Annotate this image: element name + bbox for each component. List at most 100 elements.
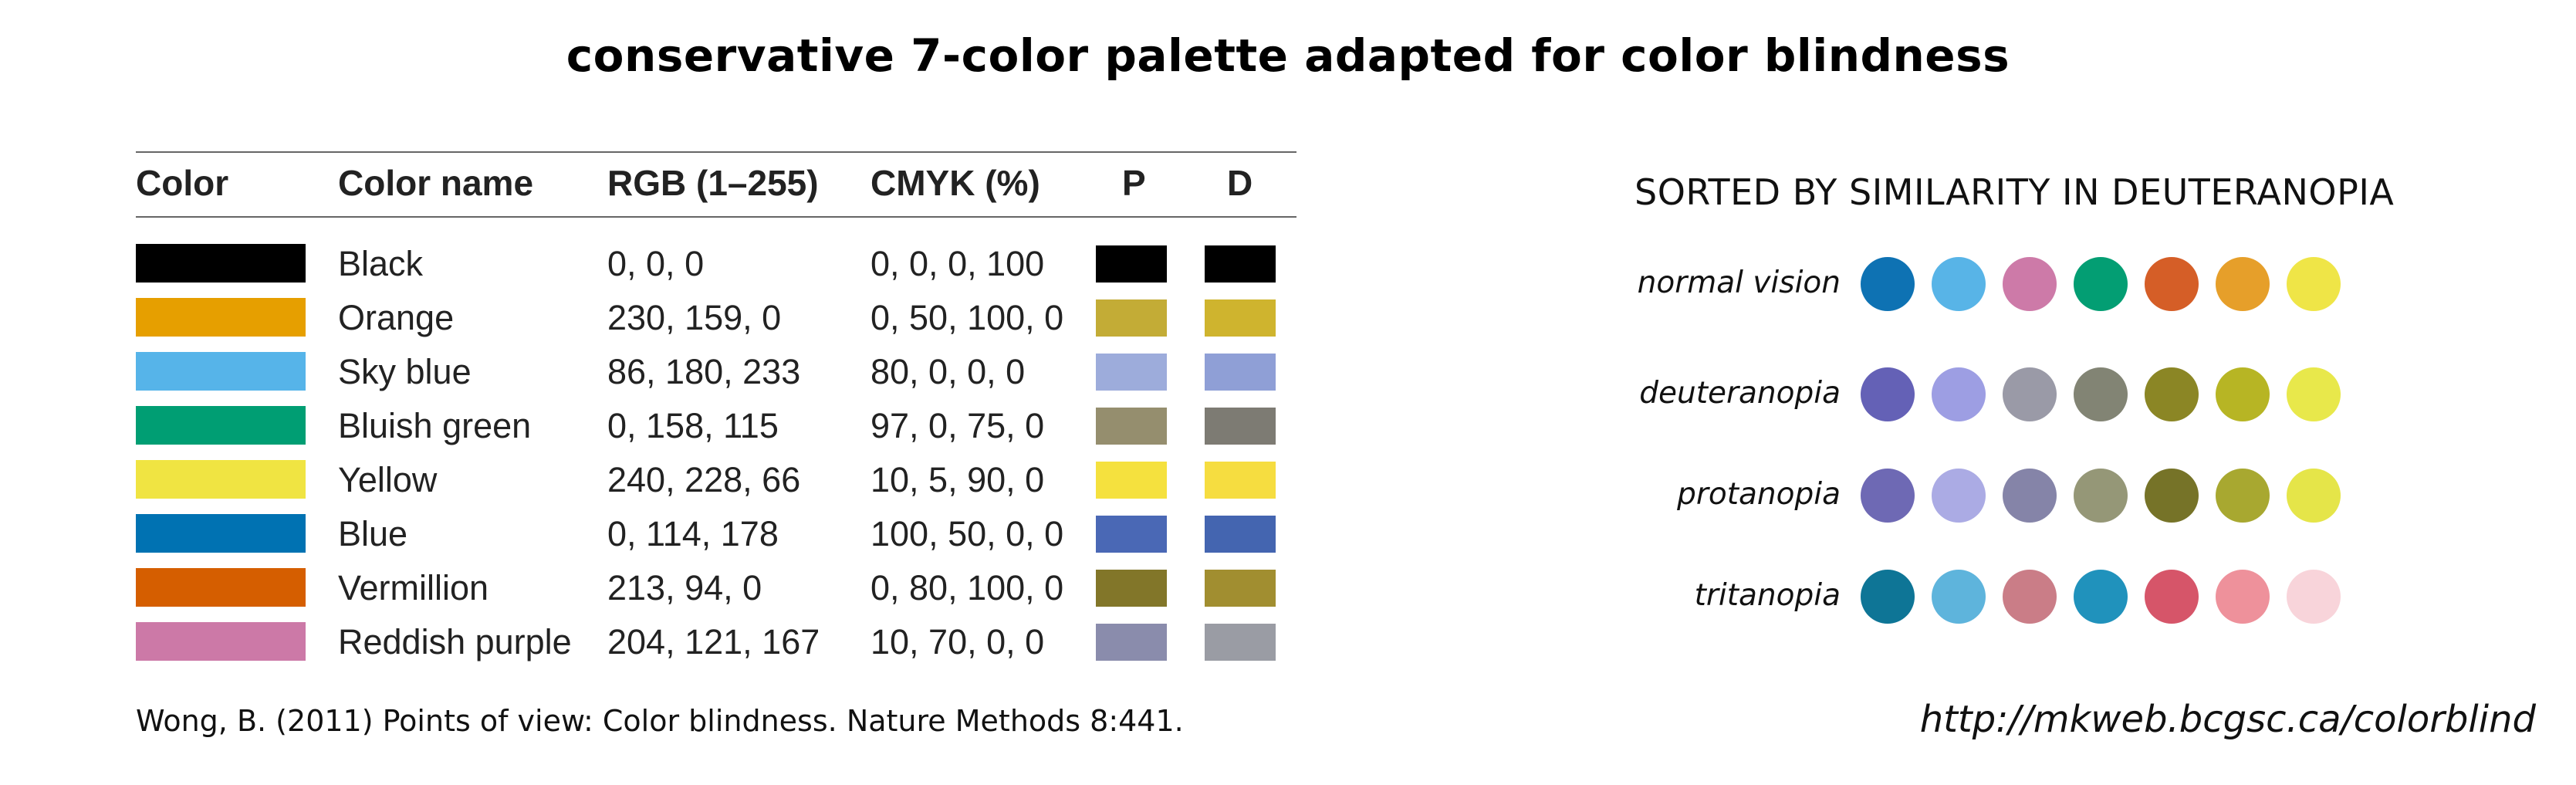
color-dot — [2216, 257, 2270, 311]
color-name: Vermillion — [338, 568, 489, 607]
vision-label: protanopia — [1677, 477, 1841, 512]
color-dot — [2003, 570, 2057, 624]
color-dot — [2287, 367, 2341, 421]
citation: Wong, B. (2011) Points of view: Color bl… — [136, 704, 1184, 738]
color-dot — [2287, 570, 2341, 624]
color-dot — [2287, 469, 2341, 523]
table-row: Reddish purple 204, 121, 167 10, 70, 0, 0 — [0, 618, 1276, 667]
color-swatch — [136, 244, 306, 283]
color-name: Bluish green — [338, 406, 532, 445]
header-rgb: RGB (1–255) — [607, 163, 819, 203]
source-url: http://mkweb.bcgsc.ca/colorblind — [1919, 698, 2536, 741]
cmyk-value: 0, 0, 0, 100 — [870, 244, 1045, 283]
color-name: Yellow — [338, 460, 438, 499]
color-dot — [2074, 257, 2128, 311]
color-swatch — [136, 352, 306, 391]
vision-label: tritanopia — [1694, 578, 1841, 613]
color-name: Black — [338, 244, 424, 283]
color-dot — [1861, 257, 1915, 311]
cmyk-value: 0, 50, 100, 0 — [870, 298, 1064, 337]
table-row: Sky blue 86, 180, 233 80, 0, 0, 0 — [0, 347, 1276, 397]
rgb-value: 0, 0, 0 — [607, 244, 705, 283]
table-header-rule — [136, 216, 1296, 218]
color-dot — [1932, 570, 1986, 624]
protanopia-swatch — [1096, 570, 1167, 607]
cmyk-value: 80, 0, 0, 0 — [870, 352, 1026, 391]
color-dot — [1932, 469, 1986, 523]
header-color-name: Color name — [338, 163, 534, 203]
protanopia-swatch — [1096, 245, 1167, 283]
cmyk-value: 97, 0, 75, 0 — [870, 406, 1045, 445]
color-dot — [2145, 257, 2199, 311]
similarity-title: SORTED BY SIMILARITY IN DEUTERANOPIA — [1635, 171, 2395, 213]
color-dot — [2145, 469, 2199, 523]
rgb-value: 86, 180, 233 — [607, 352, 801, 391]
header-color: Color — [136, 163, 229, 203]
protanopia-swatch — [1096, 516, 1167, 553]
color-name: Sky blue — [338, 352, 472, 391]
color-dot — [2287, 257, 2341, 311]
color-dot — [2074, 469, 2128, 523]
rgb-value: 213, 94, 0 — [607, 568, 762, 607]
rgb-value: 204, 121, 167 — [607, 622, 820, 661]
protanopia-swatch — [1096, 462, 1167, 499]
color-dot — [2074, 367, 2128, 421]
header-cmyk: CMYK (%) — [870, 163, 1040, 203]
deuteranopia-swatch — [1205, 245, 1276, 283]
deuteranopia-swatch — [1205, 462, 1276, 499]
color-swatch — [136, 460, 306, 499]
color-swatch — [136, 406, 306, 445]
protanopia-swatch — [1096, 299, 1167, 337]
vision-label: deuteranopia — [1639, 376, 1841, 411]
table-top-rule — [136, 151, 1296, 153]
table-row: Orange 230, 159, 0 0, 50, 100, 0 — [0, 293, 1276, 343]
deuteranopia-swatch — [1205, 408, 1276, 445]
rgb-value: 0, 114, 178 — [607, 514, 779, 553]
color-name: Blue — [338, 514, 408, 553]
cmyk-value: 0, 80, 100, 0 — [870, 568, 1064, 607]
color-dot — [2216, 570, 2270, 624]
protanopia-swatch — [1096, 354, 1167, 391]
color-dot — [1861, 570, 1915, 624]
color-dot — [1861, 469, 1915, 523]
header-d: D — [1227, 163, 1253, 203]
color-dot — [1932, 257, 1986, 311]
color-dot — [2074, 570, 2128, 624]
color-dot — [2003, 257, 2057, 311]
table-row: Yellow 240, 228, 66 10, 5, 90, 0 — [0, 455, 1276, 505]
deuteranopia-swatch — [1205, 570, 1276, 607]
color-dot — [2216, 367, 2270, 421]
color-dot — [2003, 367, 2057, 421]
table-row: Blue 0, 114, 178 100, 50, 0, 0 — [0, 509, 1276, 559]
color-dot — [2145, 570, 2199, 624]
cmyk-value: 10, 5, 90, 0 — [870, 460, 1045, 499]
header-p: P — [1122, 163, 1146, 203]
color-swatch — [136, 568, 306, 607]
color-dot — [1932, 367, 1986, 421]
cmyk-value: 10, 70, 0, 0 — [870, 622, 1045, 661]
protanopia-swatch — [1096, 408, 1167, 445]
rgb-value: 0, 158, 115 — [607, 406, 779, 445]
color-dot — [2216, 469, 2270, 523]
rgb-value: 240, 228, 66 — [607, 460, 801, 499]
deuteranopia-swatch — [1205, 516, 1276, 553]
color-dot — [1861, 367, 1915, 421]
color-swatch — [136, 514, 306, 553]
deuteranopia-swatch — [1205, 354, 1276, 391]
page-title: conservative 7-color palette adapted for… — [566, 29, 2010, 82]
table-row: Black 0, 0, 0 0, 0, 0, 100 — [0, 239, 1276, 289]
color-swatch — [136, 298, 306, 337]
cmyk-value: 100, 50, 0, 0 — [870, 514, 1064, 553]
color-dot — [2145, 367, 2199, 421]
vision-label: normal vision — [1637, 266, 1841, 300]
table-row: Bluish green 0, 158, 115 97, 0, 75, 0 — [0, 401, 1276, 451]
deuteranopia-swatch — [1205, 624, 1276, 661]
rgb-value: 230, 159, 0 — [607, 298, 782, 337]
color-dot — [2003, 469, 2057, 523]
color-swatch — [136, 622, 306, 661]
deuteranopia-swatch — [1205, 299, 1276, 337]
color-name: Orange — [338, 298, 455, 337]
color-name: Reddish purple — [338, 622, 572, 661]
table-row: Vermillion 213, 94, 0 0, 80, 100, 0 — [0, 563, 1276, 613]
protanopia-swatch — [1096, 624, 1167, 661]
